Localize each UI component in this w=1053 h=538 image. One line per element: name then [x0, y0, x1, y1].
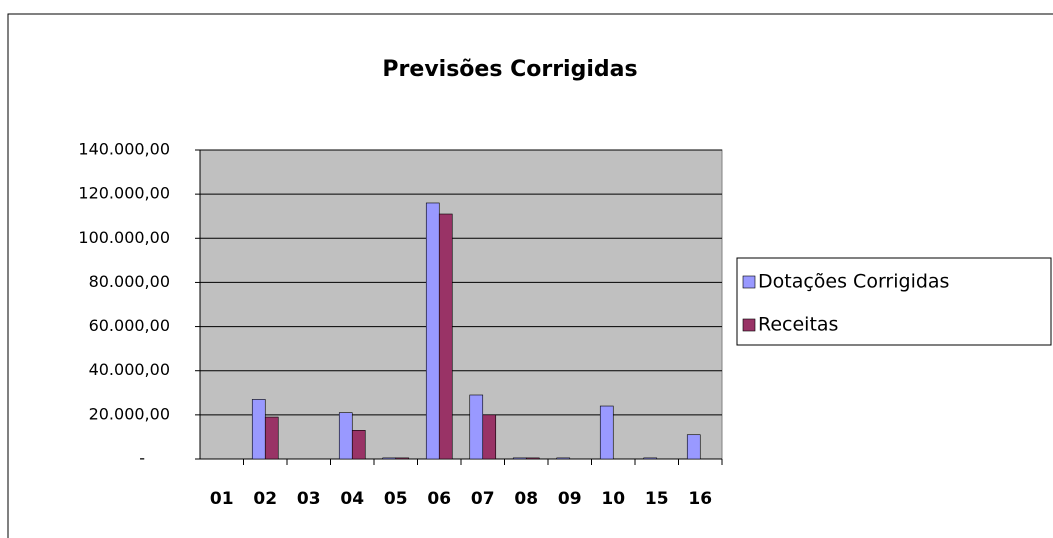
y-tick-label: 80.000,00 — [89, 272, 170, 291]
legend-label: Dotações Corrigidas — [758, 271, 949, 293]
bar — [482, 414, 497, 460]
bar — [556, 457, 571, 460]
bar — [251, 399, 266, 460]
x-tick-label: 03 — [297, 489, 321, 509]
x-tick-label: 05 — [384, 489, 408, 509]
y-tick-label: 120.000,00 — [78, 184, 170, 203]
y-tick-label: 40.000,00 — [89, 360, 170, 379]
bar — [438, 213, 453, 460]
bar — [686, 434, 701, 460]
chart-title: Previsões Corrigidas — [382, 57, 637, 82]
x-tick-label: 08 — [514, 489, 538, 509]
x-tick-label: 01 — [210, 489, 234, 509]
x-tick-label: 02 — [253, 489, 277, 509]
bar — [425, 202, 440, 460]
bar — [469, 394, 484, 460]
x-tick-label: 15 — [645, 489, 669, 509]
x-tick-label: 04 — [340, 489, 364, 509]
bar — [351, 430, 366, 460]
y-tick-label: 60.000,00 — [89, 316, 170, 335]
bar — [512, 457, 527, 460]
legend — [736, 257, 1052, 346]
x-tick-label: 07 — [471, 489, 495, 509]
x-tick-label: 16 — [688, 489, 712, 509]
bar — [382, 457, 397, 460]
bar — [264, 416, 279, 460]
bar — [643, 457, 658, 460]
bar — [525, 457, 540, 460]
y-tick-label: 100.000,00 — [78, 228, 170, 247]
y-tick-label: - — [139, 449, 145, 468]
plot-area — [199, 149, 723, 460]
bar — [338, 412, 353, 460]
x-tick-label: 10 — [601, 489, 625, 509]
legend-label: Receitas — [758, 314, 838, 336]
legend-swatch — [742, 275, 756, 289]
x-tick-label: 06 — [427, 489, 451, 509]
x-tick-label: 09 — [558, 489, 582, 509]
y-tick-label: 140.000,00 — [78, 140, 170, 159]
legend-swatch — [742, 318, 756, 332]
bar — [599, 405, 614, 460]
bar — [395, 457, 410, 460]
y-tick-label: 20.000,00 — [89, 404, 170, 423]
